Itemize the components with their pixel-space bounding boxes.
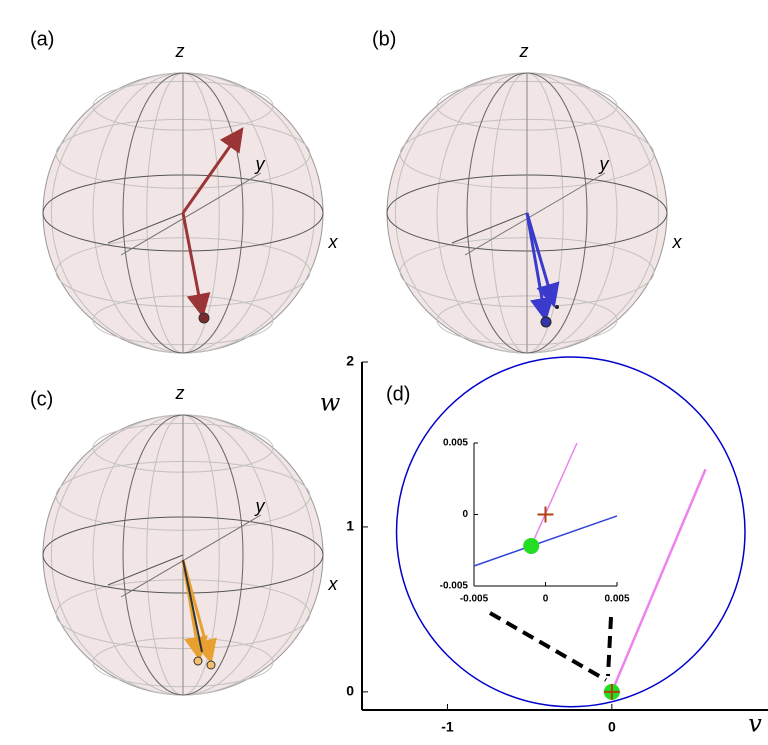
inset-x-tick-label: -0.005: [460, 594, 489, 605]
y-tick-label: 2: [346, 353, 354, 369]
plot-d: -1 0 0 1 2 -0.005 0 0.005 -0.005 0 0.005: [346, 353, 768, 735]
axis: [120, 172, 262, 256]
vector: [181, 212, 211, 318]
axis-label-y: y: [254, 154, 266, 174]
x-axis-label: v: [748, 710, 762, 738]
panel-label: (c): [30, 388, 53, 410]
axis-label-z: z: [519, 41, 529, 61]
axis-label-z: z: [175, 383, 185, 403]
bloch-spheres: [42, 72, 668, 696]
y-axis-label: w: [320, 389, 341, 417]
vector: [181, 127, 244, 214]
y-tick-label: 1: [346, 518, 354, 534]
axis: [107, 554, 184, 586]
axis-label-z: z: [175, 41, 185, 61]
y-tick-label: 0: [346, 683, 354, 699]
point: [523, 537, 540, 554]
inset-y-tick-label: 0.005: [443, 438, 468, 449]
axis: [451, 212, 528, 244]
vector: [182, 559, 203, 653]
panel-label: (a): [30, 28, 54, 50]
state-point: [206, 660, 216, 670]
zoom-connector: [488, 611, 608, 682]
line: [473, 515, 618, 567]
axis-label-x: x: [328, 232, 339, 252]
axis-label-x: x: [328, 574, 339, 594]
vector: [181, 559, 217, 664]
state-point: [193, 656, 203, 666]
inset: -0.005 0 0.005 -0.005 0 0.005: [440, 438, 630, 605]
bloch-sphere: [42, 414, 324, 696]
inset-x-tick-label: 0.005: [604, 594, 629, 605]
axis-label-y: y: [598, 154, 610, 174]
zoom-connector: [606, 616, 613, 677]
inset-y-tick-label: 0: [462, 509, 468, 520]
state-vectors: [181, 127, 560, 670]
cross: [603, 683, 620, 700]
axis: [120, 514, 262, 598]
axis-label-y: y: [254, 496, 266, 516]
inset-y-tick-label: -0.005: [440, 581, 469, 592]
axis: [107, 212, 184, 244]
line: [610, 468, 707, 693]
state-point: [540, 316, 552, 328]
inset-x-tick-label: 0: [543, 594, 549, 605]
vector: [525, 212, 560, 308]
x-tick-label: 0: [608, 719, 616, 735]
state-point: [555, 305, 559, 309]
cross: [537, 506, 554, 523]
line: [530, 442, 578, 547]
state-point: [198, 312, 210, 324]
circle: [395, 356, 746, 708]
axis: [464, 172, 606, 256]
x-tick-label: -1: [441, 719, 454, 735]
panel-label: (b): [372, 28, 396, 50]
axis-label-x: x: [672, 232, 683, 252]
panel-label: (d): [386, 383, 410, 405]
